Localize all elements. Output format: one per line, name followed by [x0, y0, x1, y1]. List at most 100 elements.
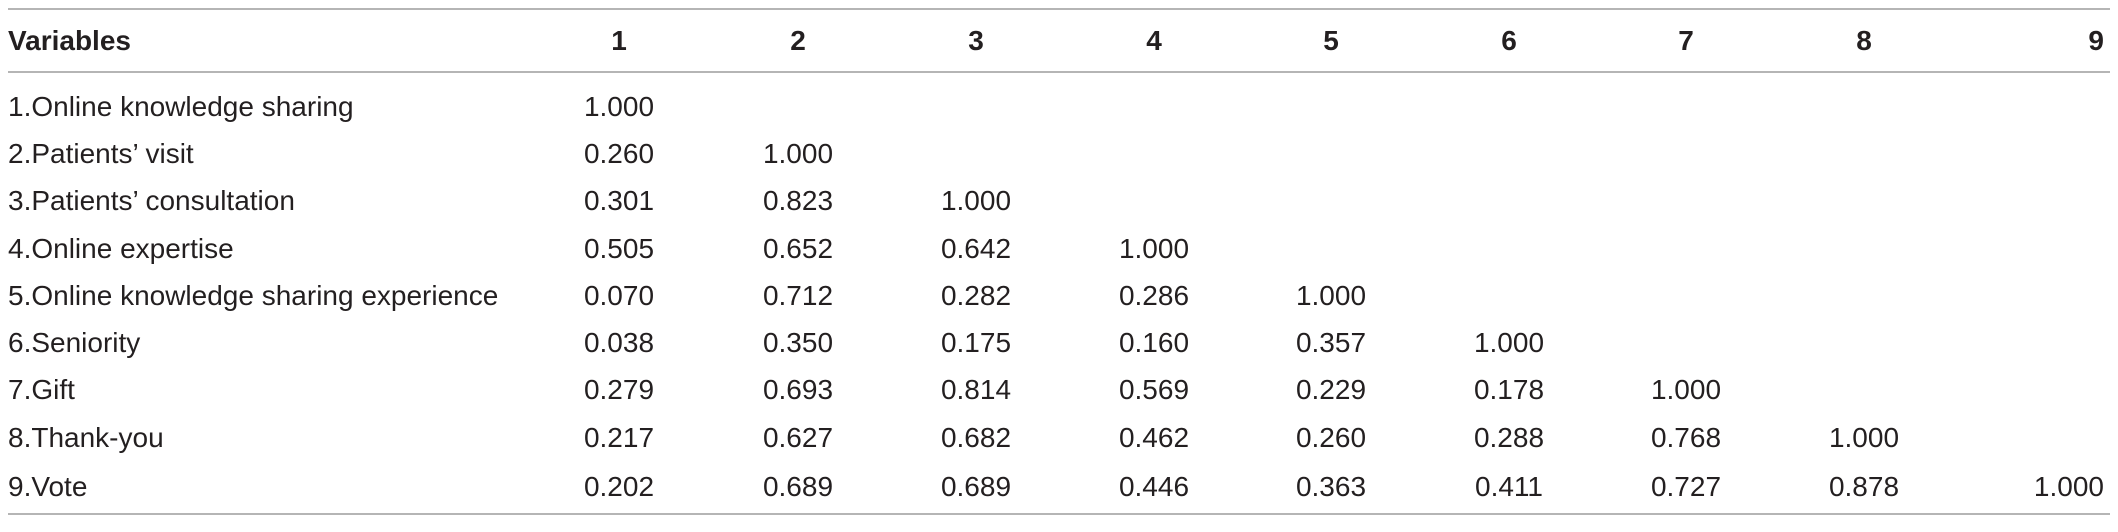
correlation-cell: 1.000: [1118, 232, 1190, 264]
correlation-cell: 0.411: [1420, 461, 1598, 516]
header-col-9: 9: [1954, 8, 2110, 73]
correlation-cell: [1242, 225, 1420, 272]
table-row: 7.Gift 0.279 0.693 0.814 0.569 0.229 0.178 1.00…: [8, 367, 2110, 414]
correlation-table: Variables 1 2 3 4 5 6 7 8 9 1.Online kno…: [8, 8, 2110, 516]
correlation-cell: [1954, 72, 2110, 130]
header-col-2: 2: [710, 8, 886, 73]
correlation-cell: 0.288: [1473, 421, 1545, 453]
header-col-7: 7: [1598, 8, 1774, 73]
correlation-cell: 0.229: [1295, 374, 1367, 406]
correlation-cell: [1066, 130, 1242, 177]
header-col-5: 5: [1242, 8, 1420, 73]
correlation-cell: 1.000: [1295, 279, 1367, 311]
correlation-cell: 0.814: [940, 374, 1012, 406]
table-row: 4.Online expertise 0.505 0.652 0.642 1.000: [8, 225, 2110, 272]
table-row: 2.Patients’ visit 0.260 1.000: [8, 130, 2110, 177]
correlation-cell: [886, 72, 1066, 130]
correlation-cell: 0.627: [762, 421, 834, 453]
header-row: Variables 1 2 3 4 5 6 7 8 9: [8, 8, 2110, 73]
correlation-cell: 0.689: [886, 461, 1066, 516]
table-row: 3.Patients’ consultation 0.301 0.823 1.000: [8, 178, 2110, 225]
correlation-cell: [1598, 178, 1774, 225]
correlation-cell: [1420, 178, 1598, 225]
table-row: 1.Online knowledge sharing 1.000: [8, 72, 2110, 130]
correlation-cell: [1774, 367, 1954, 414]
correlation-cell: 0.038: [583, 327, 655, 359]
correlation-cell: 0.768: [1650, 421, 1722, 453]
correlation-cell: [1066, 72, 1242, 130]
correlation-cell: 1.000: [1828, 421, 1900, 453]
correlation-cell: [1598, 130, 1774, 177]
correlation-cell: [1954, 272, 2110, 319]
correlation-cell: 1.000: [762, 137, 834, 169]
correlation-cell: [1598, 272, 1774, 319]
correlation-cell: [1774, 225, 1954, 272]
correlation-cell: 0.505: [583, 232, 655, 264]
correlation-cell: 0.301: [583, 185, 655, 217]
correlation-cell: 0.070: [583, 279, 655, 311]
row-variable-label: 8.Thank-you: [8, 421, 164, 453]
correlation-cell: [1954, 130, 2110, 177]
header-col-1: 1: [528, 8, 710, 73]
correlation-cell: 0.286: [1118, 279, 1190, 311]
correlation-cell: [1954, 178, 2110, 225]
correlation-cell: 0.202: [528, 461, 710, 516]
correlation-cell: [1242, 178, 1420, 225]
correlation-cell: 0.282: [940, 279, 1012, 311]
correlation-cell: 0.823: [762, 185, 834, 217]
row-variable-label: 2.Patients’ visit: [8, 137, 194, 169]
table-row: 6.Seniority 0.038 0.350 0.175 0.160 0.357 1.00…: [8, 319, 2110, 366]
correlation-cell: [1066, 178, 1242, 225]
correlation-cell: [1598, 319, 1774, 366]
correlation-cell: 0.642: [940, 232, 1012, 264]
correlation-cell: 1.000: [583, 90, 655, 122]
correlation-cell: 0.217: [583, 421, 655, 453]
row-variable-label: 9.Vote: [8, 461, 528, 516]
correlation-cell: [710, 72, 886, 130]
correlation-cell: 1.000: [1650, 374, 1722, 406]
correlation-cell: 0.260: [1295, 421, 1367, 453]
correlation-cell: [1954, 414, 2110, 461]
correlation-cell: [1954, 367, 2110, 414]
correlation-cell: 0.357: [1295, 327, 1367, 359]
correlation-cell: 0.652: [762, 232, 834, 264]
correlation-table-container: Variables 1 2 3 4 5 6 7 8 9 1.Online kno…: [8, 8, 2110, 516]
correlation-cell: 1.000: [940, 185, 1012, 217]
correlation-cell: 0.693: [762, 374, 834, 406]
correlation-cell: 0.178: [1473, 374, 1545, 406]
correlation-cell: [1242, 72, 1420, 130]
correlation-cell: 0.350: [762, 327, 834, 359]
row-variable-label: 6.Seniority: [8, 327, 141, 359]
row-variable-label: 7.Gift: [8, 374, 75, 406]
header-col-8: 8: [1774, 8, 1954, 73]
correlation-cell: 0.279: [583, 374, 655, 406]
correlation-cell: [1774, 130, 1954, 177]
correlation-cell: 0.363: [1242, 461, 1420, 516]
correlation-cell: 1.000: [1473, 327, 1545, 359]
table-row: 5.Online knowledge sharing experience 0.0…: [8, 272, 2110, 319]
row-variable-label: 3.Patients’ consultation: [8, 185, 295, 217]
correlation-cell: 0.727: [1598, 461, 1774, 516]
correlation-cell: 0.260: [583, 137, 655, 169]
correlation-cell: [1774, 319, 1954, 366]
correlation-cell: 0.569: [1118, 374, 1190, 406]
correlation-cell: [1242, 130, 1420, 177]
correlation-cell: 0.682: [940, 421, 1012, 453]
row-variable-label: 1.Online knowledge sharing: [8, 90, 354, 122]
correlation-cell: 0.160: [1118, 327, 1190, 359]
correlation-cell: [1774, 272, 1954, 319]
table-body: 1.Online knowledge sharing 1.000 2.Patient…: [8, 72, 2110, 516]
correlation-cell: [1420, 72, 1598, 130]
correlation-cell: [1598, 72, 1774, 130]
correlation-cell: [1774, 178, 1954, 225]
correlation-cell: [1420, 272, 1598, 319]
row-variable-label: 4.Online expertise: [8, 232, 234, 264]
correlation-cell: [1420, 225, 1598, 272]
table-row: 9.Vote 0.202 0.689 0.689 0.446 0.363 0.411 0.72…: [8, 461, 2110, 516]
header-col-3: 3: [886, 8, 1066, 73]
correlation-cell: 1.000: [1954, 461, 2110, 516]
correlation-cell: [886, 130, 1066, 177]
correlation-cell: 0.689: [710, 461, 886, 516]
correlation-cell: [1420, 130, 1598, 177]
correlation-cell: 0.878: [1774, 461, 1954, 516]
